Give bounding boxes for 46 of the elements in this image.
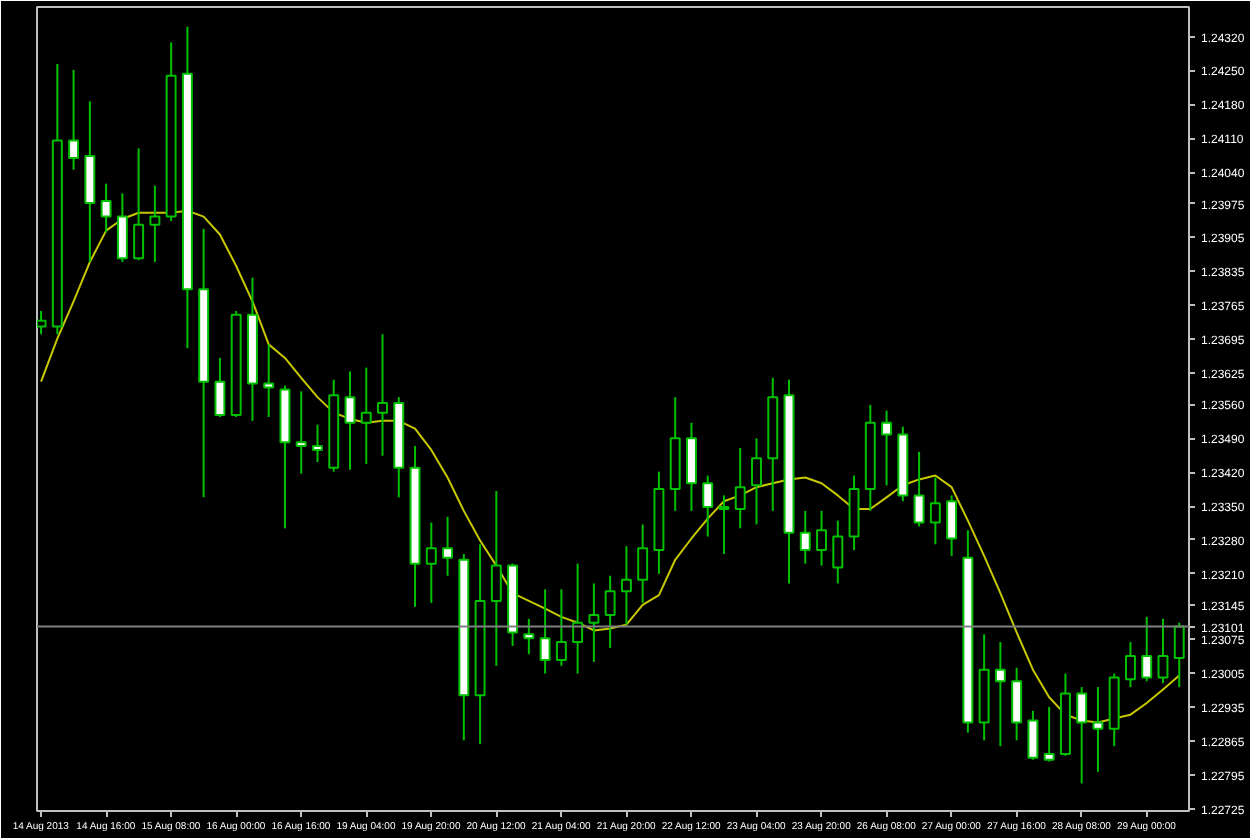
candlestick — [425, 521, 437, 604]
candlestick — [1124, 641, 1136, 689]
candlestick — [734, 446, 746, 530]
candlestick — [100, 182, 112, 234]
candlestick — [1141, 615, 1153, 683]
candlestick — [637, 523, 649, 604]
candlestick — [702, 474, 714, 538]
candlestick — [149, 184, 161, 264]
candlestick — [360, 366, 372, 465]
candlestick — [620, 545, 632, 626]
candlestick — [263, 343, 275, 418]
candlestick — [1076, 686, 1088, 785]
candlestick — [1092, 686, 1104, 773]
candlestick — [539, 588, 551, 675]
candlestick — [751, 437, 762, 526]
candlestick — [84, 100, 96, 264]
candlestick — [1011, 666, 1023, 742]
candlestick — [377, 333, 388, 457]
candlestick — [490, 490, 502, 667]
candlestick — [214, 356, 226, 418]
candlestick — [799, 509, 811, 565]
candlestick — [555, 588, 567, 667]
candlestick — [523, 617, 535, 656]
candlestick — [1027, 709, 1039, 761]
candlestick — [68, 68, 80, 171]
candlestick — [832, 519, 844, 585]
candlestick — [718, 494, 730, 555]
candlestick — [848, 474, 860, 552]
candlestick — [929, 476, 941, 546]
candlestick — [1043, 705, 1055, 763]
candlestick — [572, 562, 584, 675]
candlestick — [1157, 617, 1169, 685]
candlestick — [946, 494, 958, 557]
candlestick — [295, 390, 307, 475]
candlestick — [312, 423, 323, 463]
candlestick — [588, 582, 600, 663]
candlestick — [994, 641, 1006, 748]
candlestick — [344, 370, 356, 471]
candlestick — [133, 147, 145, 262]
candlestick — [604, 574, 616, 649]
candlestick — [913, 450, 925, 528]
candlestick — [881, 409, 893, 487]
candlestick — [442, 515, 454, 577]
candlestick — [685, 421, 697, 512]
candlestick — [816, 509, 827, 567]
candlestick — [116, 192, 128, 264]
